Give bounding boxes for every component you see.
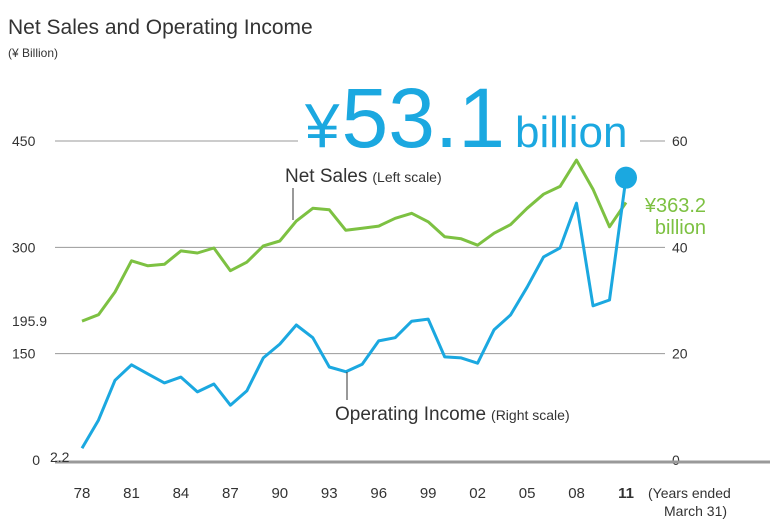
value-label-line: billion <box>655 217 706 239</box>
x-tick-label: 90 <box>271 485 288 502</box>
chart-subtitle: (¥ Billion) <box>8 46 58 60</box>
y2-tick-label: 40 <box>672 239 688 255</box>
series-name: Net Sales <box>285 166 367 187</box>
y2-tick-label: 60 <box>672 133 688 149</box>
headline-value: ¥53.1 billion <box>304 71 628 165</box>
x-tick-label: 05 <box>519 485 536 502</box>
y-tick-label: 450 <box>12 133 36 149</box>
series-scale: (Right scale) <box>491 407 570 423</box>
series-line <box>81 158 628 323</box>
y-tick-label: 300 <box>12 239 36 255</box>
series-scale: (Left scale) <box>372 169 441 185</box>
x-axis-label: (Years ended March 31) <box>648 485 731 519</box>
headline-number: 53.1 <box>341 71 505 165</box>
y2-tick-label: 0 <box>672 452 680 468</box>
series-name: Operating Income <box>335 404 486 425</box>
x-tick-label: 11 <box>618 485 634 502</box>
value-label: 2.2 <box>50 449 70 465</box>
series-label: Operating Income (Right scale) <box>335 404 570 425</box>
chart-title: Net Sales and Operating Income <box>8 16 313 39</box>
x-tick-label: 81 <box>123 485 140 502</box>
x-tick-label: 84 <box>173 485 190 502</box>
endpoint-dot <box>615 166 637 189</box>
y-tick-label: 150 <box>12 346 36 362</box>
x-tick-label: 08 <box>568 485 585 502</box>
x-axis-label-line: March 31) <box>664 503 727 519</box>
y2-tick-label: 20 <box>672 346 688 362</box>
series-line <box>80 177 628 450</box>
x-tick-label: 87 <box>222 485 239 502</box>
headline-unit: billion <box>515 108 628 157</box>
x-tick-label: 96 <box>370 485 387 502</box>
annotation-bg <box>298 100 640 158</box>
value-label: ¥363.2 billion <box>644 195 706 239</box>
x-tick-label: 99 <box>420 485 437 502</box>
value-label: 195.9 <box>12 313 47 329</box>
x-axis-label-line: (Years ended <box>648 485 731 501</box>
x-tick-label: 78 <box>74 485 91 502</box>
value-label-line: ¥363.2 <box>644 195 706 217</box>
headline-symbol: ¥ <box>304 92 340 161</box>
x-tick-label: 02 <box>469 485 486 502</box>
series-label: Net Sales (Left scale) <box>285 166 442 187</box>
y-tick-label: 0 <box>32 452 40 468</box>
x-tick-label: 93 <box>321 485 338 502</box>
